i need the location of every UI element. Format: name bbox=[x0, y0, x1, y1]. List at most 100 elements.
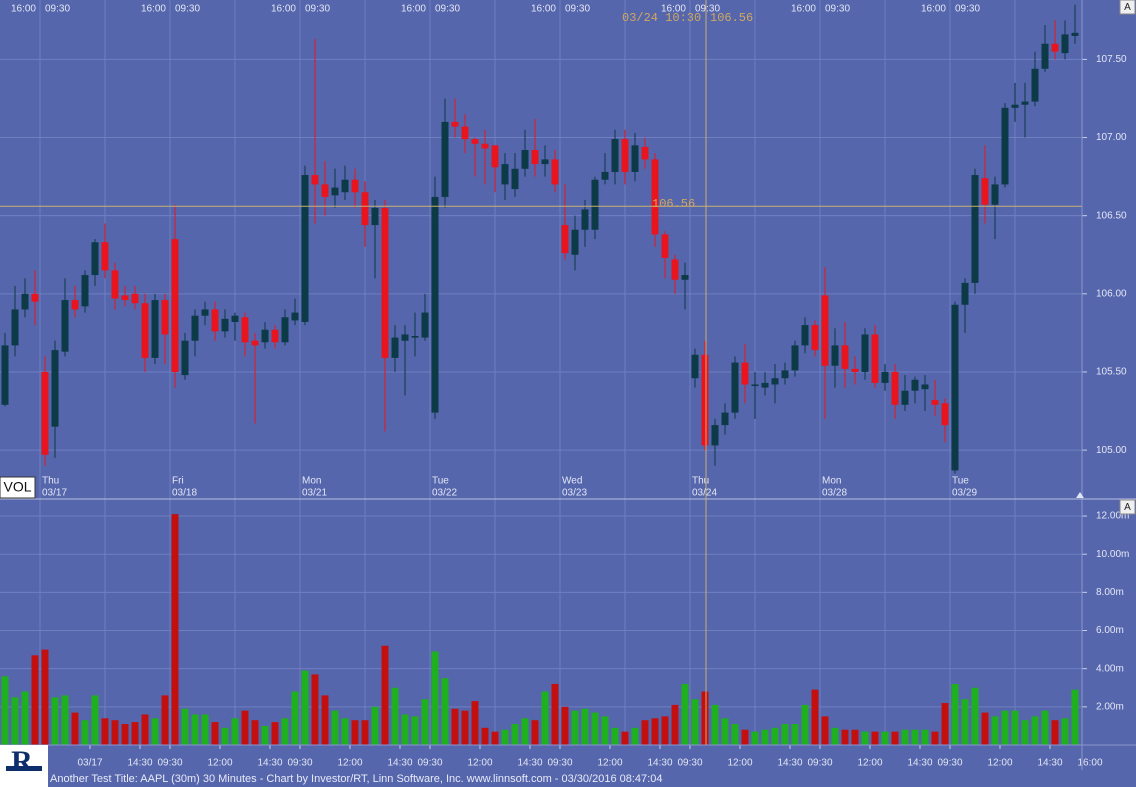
candle-body bbox=[561, 225, 569, 254]
day-weekday: Thu bbox=[42, 476, 59, 487]
candle-body bbox=[201, 309, 209, 316]
candle-body bbox=[1031, 68, 1039, 102]
volume-bar bbox=[631, 727, 639, 745]
candle-body bbox=[101, 242, 109, 271]
x-tick-label: 12:00 bbox=[857, 758, 882, 769]
y-tick-label: 107.00 bbox=[1096, 132, 1127, 143]
candle-body bbox=[1071, 32, 1079, 36]
volume-bar bbox=[101, 718, 109, 745]
x-tick-label: 14:30 bbox=[517, 758, 542, 769]
candle-body bbox=[1001, 107, 1009, 185]
candle-body bbox=[901, 390, 909, 405]
candle-body bbox=[541, 159, 549, 165]
candle-body bbox=[61, 300, 69, 352]
candle-body bbox=[191, 315, 199, 341]
session-label: 09:30 bbox=[45, 4, 70, 15]
y-tick-label: 105.50 bbox=[1096, 367, 1127, 378]
candle-body bbox=[1051, 43, 1059, 52]
candle-body bbox=[711, 425, 719, 446]
day-weekday: Mon bbox=[302, 476, 321, 487]
x-tick-label: 12:00 bbox=[337, 758, 362, 769]
candle-body bbox=[401, 334, 409, 341]
candle-body bbox=[741, 362, 749, 385]
candle-body bbox=[931, 400, 939, 405]
x-tick-label: 09:30 bbox=[547, 758, 572, 769]
volume-bar bbox=[461, 710, 469, 745]
volume-bar bbox=[171, 514, 179, 745]
candle-body bbox=[701, 354, 709, 446]
volume-bar bbox=[621, 731, 629, 745]
session-label: 09:30 bbox=[565, 4, 590, 15]
x-tick-label: 09:30 bbox=[807, 758, 832, 769]
volume-bar bbox=[861, 731, 869, 745]
x-end-label: 16:00 bbox=[1077, 758, 1102, 769]
y-tick-label: 106.00 bbox=[1096, 288, 1127, 299]
candle-body bbox=[221, 318, 229, 332]
autoscale-button[interactable] bbox=[1119, 499, 1136, 515]
volume-bar bbox=[971, 687, 979, 745]
volume-bar bbox=[571, 710, 579, 745]
candle-body bbox=[321, 184, 329, 197]
candle-body bbox=[441, 121, 449, 197]
volume-bar bbox=[521, 718, 529, 745]
candle-body bbox=[151, 300, 159, 358]
volume-label-box[interactable] bbox=[0, 476, 36, 499]
candle-body bbox=[731, 362, 739, 413]
x-tick-label: 09:30 bbox=[287, 758, 312, 769]
volume-bar bbox=[661, 716, 669, 745]
x-tick-label: 03/17 bbox=[77, 758, 102, 769]
volume-bar bbox=[431, 651, 439, 745]
volume-bar bbox=[421, 699, 429, 745]
volume-bar bbox=[911, 729, 919, 745]
candle-body bbox=[131, 293, 139, 304]
y-tick-label: 12.00m bbox=[1096, 511, 1129, 522]
volume-bar bbox=[391, 687, 399, 745]
x-tick-label: 14:30 bbox=[907, 758, 932, 769]
crosshair-value: 106.56 bbox=[710, 11, 753, 25]
candle-body bbox=[161, 300, 169, 335]
candle-body bbox=[861, 334, 869, 372]
volume-bar bbox=[1071, 689, 1079, 745]
y-tick-label: 10.00m bbox=[1096, 549, 1129, 560]
x-tick-label: 09:30 bbox=[677, 758, 702, 769]
candle-body bbox=[431, 196, 439, 413]
candle-body bbox=[71, 300, 79, 310]
candle-body bbox=[621, 139, 629, 172]
day-weekday: Thu bbox=[692, 476, 709, 487]
day-date: 03/22 bbox=[432, 488, 457, 499]
volume-bar bbox=[491, 731, 499, 745]
candle-body bbox=[411, 336, 419, 338]
scroll-arrow[interactable] bbox=[1076, 492, 1084, 498]
y-tick-label: 4.00m bbox=[1096, 663, 1124, 674]
candle-body bbox=[181, 340, 189, 376]
day-weekday: Wed bbox=[562, 476, 582, 487]
candle-body bbox=[141, 303, 149, 358]
candle-body bbox=[611, 139, 619, 172]
candle-body bbox=[451, 121, 459, 127]
volume-bar bbox=[551, 683, 559, 745]
day-date: 03/23 bbox=[562, 488, 587, 499]
x-tick-label: 09:30 bbox=[417, 758, 442, 769]
volume-bar bbox=[1031, 716, 1039, 745]
volume-bar bbox=[541, 691, 549, 745]
volume-bar bbox=[411, 716, 419, 745]
candle-body bbox=[241, 317, 249, 343]
x-tick-label: 14:30 bbox=[257, 758, 282, 769]
x-tick-label: 14:30 bbox=[127, 758, 152, 769]
volume-bar bbox=[891, 731, 899, 745]
volume-bar bbox=[181, 708, 189, 745]
volume-bar bbox=[21, 691, 29, 745]
candle-body bbox=[761, 382, 769, 388]
volume-bar bbox=[671, 704, 679, 745]
autoscale-button[interactable] bbox=[1119, 0, 1136, 15]
volume-bar bbox=[941, 703, 949, 745]
volume-bar bbox=[191, 714, 199, 745]
candle-body bbox=[361, 192, 369, 226]
candle-body bbox=[841, 345, 849, 369]
session-label: 09:30 bbox=[695, 4, 720, 15]
candle-body bbox=[291, 312, 299, 321]
volume-bar bbox=[311, 674, 319, 745]
volume-bar bbox=[281, 718, 289, 745]
